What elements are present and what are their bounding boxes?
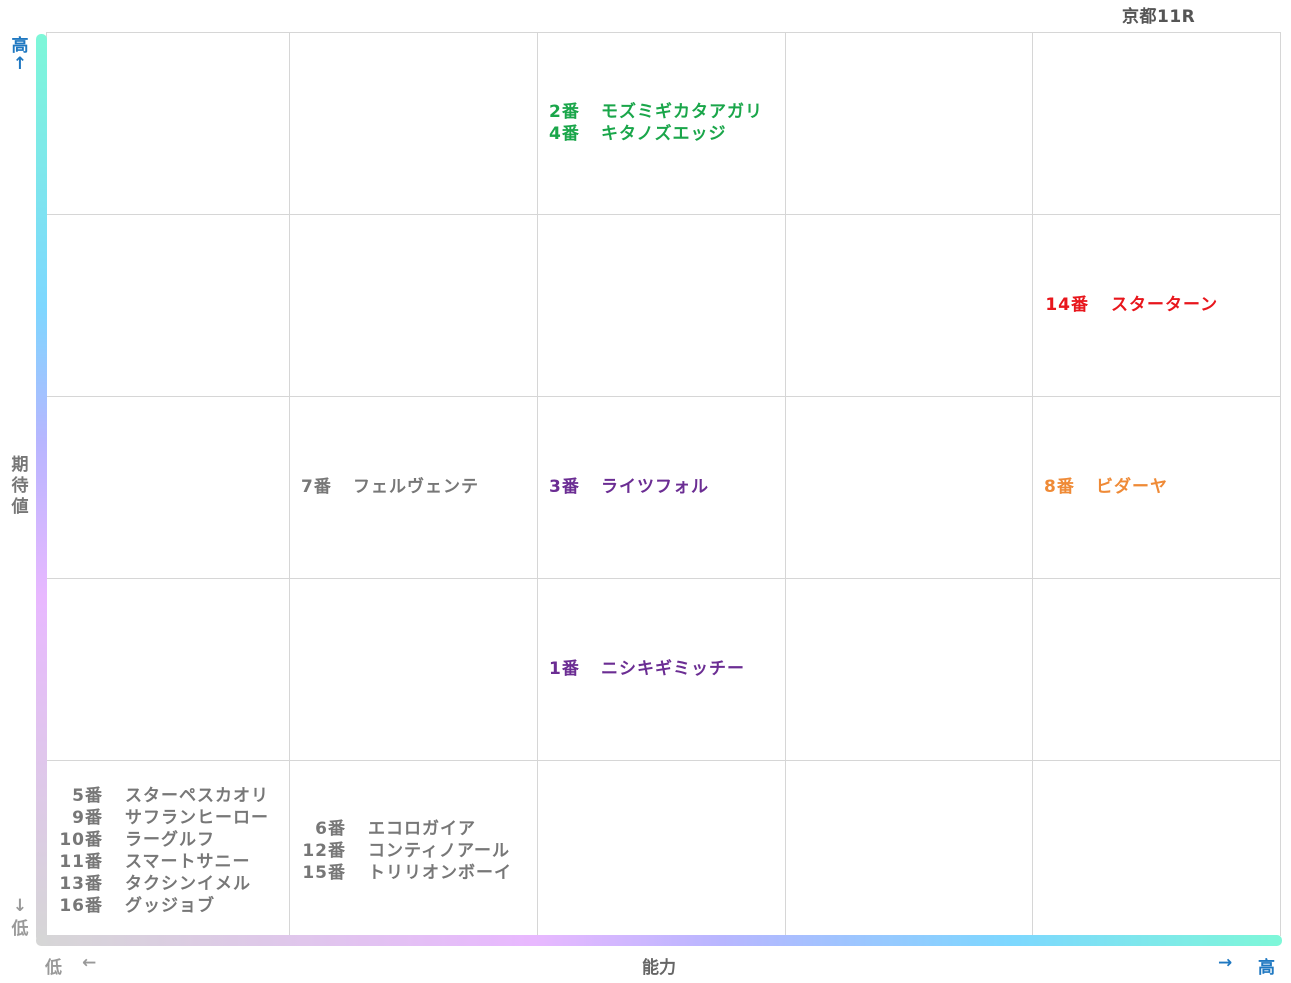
horse-number: 3番 — [549, 477, 580, 497]
left-arrow-icon: ← — [82, 953, 97, 973]
grid-line-vertical — [785, 32, 786, 936]
horse-name: ラーグルフ — [125, 829, 215, 850]
y-axis-high-label: 高 — [8, 36, 32, 57]
y-axis-title-char: 期 — [11, 455, 29, 475]
horse-number: 8番 — [1044, 477, 1075, 497]
horse-number: 6番 — [315, 818, 346, 839]
horse-name: グッジョブ — [125, 895, 215, 916]
grid-cell: 6番 エコロガイア 12番 コンティノアール 15番 トリリオンボーイ — [301, 760, 535, 941]
horse-name: コンティノアール — [368, 840, 510, 861]
horse-name: ビダーヤ — [1096, 477, 1168, 497]
horse-name: モズミギカタアガリ — [601, 102, 763, 122]
horse-entry: 4番 キタノズエッジ — [549, 123, 783, 145]
horse-entry: 12番 コンティノアール — [301, 840, 535, 862]
horse-name: スターターン — [1111, 295, 1219, 315]
horse-name: スターペスカオリ — [125, 785, 269, 806]
grid-line-horizontal — [46, 214, 1280, 215]
up-arrow-icon: ↑ — [12, 54, 28, 74]
horse-entry: 8番 ビダーヤ — [1044, 476, 1278, 498]
horse-number: 4番 — [549, 124, 580, 144]
x-axis-bar — [36, 935, 1282, 946]
horse-number: 16番 — [59, 895, 103, 916]
horse-number: 1番 — [549, 659, 580, 679]
horse-entry: 10番 ラーグルフ — [58, 829, 287, 851]
horse-entry: 6番 エコロガイア — [301, 818, 535, 840]
horse-number: 15番 — [302, 862, 346, 883]
horse-name: フェルヴェンテ — [353, 477, 479, 497]
grid-cell: 14番 スターターン — [1044, 214, 1278, 396]
race-title: 京都11R — [1122, 7, 1196, 27]
horse-entry: 13番 タクシンイメル — [58, 873, 287, 895]
horse-name: ニシキギミッチー — [601, 659, 745, 679]
horse-number: 10番 — [59, 829, 103, 850]
horse-name: サフランヒーロー — [125, 807, 269, 828]
horse-name: タクシンイメル — [125, 873, 251, 894]
x-axis-low-label: 低 — [45, 958, 62, 978]
horse-entry: 16番 グッジョブ — [58, 895, 287, 917]
grid-line-vertical — [537, 32, 538, 936]
horse-entry: 14番 スターターン — [1044, 294, 1278, 316]
horse-entry: 11番 スマートサニー — [58, 851, 287, 873]
y-axis-down-arrow: ↓ — [8, 896, 32, 917]
grid-cell: 8番 ビダーヤ — [1044, 396, 1278, 578]
horse-number: 13番 — [59, 873, 103, 894]
down-arrow-icon: ↓ — [12, 896, 28, 916]
right-arrow-icon: → — [1218, 953, 1233, 973]
x-axis-title: 能力 — [642, 958, 676, 978]
horse-number: 9番 — [72, 807, 103, 828]
horse-entry: 15番 トリリオンボーイ — [301, 862, 535, 884]
y-axis-title-char: 待 — [11, 476, 29, 496]
grid-line-vertical — [1032, 32, 1033, 936]
horse-entry: 5番 スターペスカオリ — [58, 785, 287, 807]
horse-entry: 3番 ライツフォル — [549, 476, 783, 498]
y-low-text: 低 — [11, 919, 29, 939]
horse-entry: 9番 サフランヒーロー — [58, 807, 287, 829]
horse-number: 11番 — [59, 851, 103, 872]
grid-cell: 5番 スターペスカオリ 9番 サフランヒーロー 10番 ラーグルフ 11番 スマートサニー 13… — [58, 760, 287, 941]
x-axis-high-label: 高 — [1258, 958, 1275, 978]
horse-entry: 2番 モズミギカタアガリ — [549, 101, 783, 123]
horse-number: 5番 — [72, 785, 103, 806]
horse-name: スマートサニー — [125, 851, 251, 872]
horse-entry: 1番 ニシキギミッチー — [549, 658, 783, 680]
y-axis-title: 期待値 — [8, 455, 32, 518]
horse-number: 14番 — [1045, 295, 1089, 315]
grid-cell: 1番 ニシキギミッチー — [549, 578, 783, 760]
grid-line-vertical — [1280, 32, 1281, 936]
horse-number: 12番 — [302, 840, 346, 861]
y-axis-low-label: 低 — [8, 919, 32, 940]
horse-number: 2番 — [549, 102, 580, 122]
grid-line-vertical — [289, 32, 290, 936]
grid-line-horizontal — [46, 578, 1280, 579]
horse-number: 7番 — [301, 477, 332, 497]
grid-cell: 7番 フェルヴェンテ — [301, 396, 535, 578]
y-axis-up-arrow: ↑ — [8, 54, 32, 75]
horse-name: ライツフォル — [601, 477, 709, 497]
grid-line-horizontal — [46, 32, 1280, 33]
grid-cell: 2番 モズミギカタアガリ 4番 キタノズエッジ — [549, 32, 783, 214]
horse-name: キタノズエッジ — [601, 124, 727, 144]
grid-cell: 3番 ライツフォル — [549, 396, 783, 578]
grid-line-horizontal — [46, 760, 1280, 761]
y-axis-title-char: 値 — [11, 497, 29, 517]
horse-name: トリリオンボーイ — [368, 862, 512, 883]
horse-entry: 7番 フェルヴェンテ — [301, 476, 535, 498]
y-high-text: 高 — [11, 36, 29, 56]
horse-name: エコロガイア — [368, 818, 476, 839]
y-axis-bar — [36, 34, 47, 942]
grid-line-horizontal — [46, 396, 1280, 397]
